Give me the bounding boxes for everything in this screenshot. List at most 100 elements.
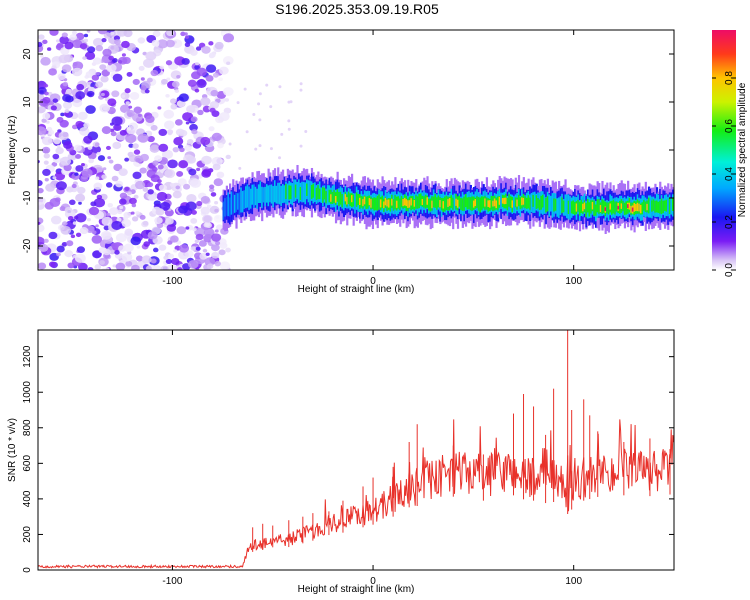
track-cell <box>513 195 516 213</box>
track-cell <box>265 184 269 203</box>
track-cell <box>301 181 304 203</box>
noise-blob <box>56 252 61 257</box>
noise-blob <box>192 227 197 232</box>
noise-blob <box>135 255 144 262</box>
noise-blob <box>38 243 49 252</box>
noise-blob <box>147 135 155 143</box>
noise-blob <box>83 135 93 144</box>
track-cell <box>516 199 519 207</box>
noise-blob <box>209 101 220 109</box>
noise-blob <box>117 209 123 215</box>
track-cell <box>503 197 506 205</box>
noise-blob <box>38 41 43 48</box>
noise-blob <box>134 155 144 163</box>
track-cell <box>288 185 291 200</box>
track-cell <box>411 196 415 210</box>
x-tick-label: 0 <box>370 576 376 587</box>
snr-series <box>38 330 674 569</box>
noise-blob <box>112 264 117 268</box>
noise-blob <box>60 112 65 117</box>
track-cell <box>501 198 505 204</box>
noise-blob <box>135 180 146 190</box>
track-cell <box>331 191 334 204</box>
noise-blob <box>131 203 137 208</box>
track-cell <box>617 205 620 210</box>
noise-blob <box>38 34 45 40</box>
track-cell <box>667 196 670 217</box>
noise-blob <box>81 163 85 167</box>
track-cell <box>464 193 468 208</box>
track-cell <box>569 195 572 220</box>
noise-blob <box>87 267 94 270</box>
noise-blob <box>125 133 137 144</box>
noise-blob <box>200 196 210 204</box>
noise-blob <box>164 169 176 179</box>
track-cell <box>395 200 399 208</box>
noise-blob <box>205 252 210 256</box>
track-cell <box>646 203 649 211</box>
noise-blob <box>170 235 179 243</box>
noise-blob <box>107 156 112 160</box>
track-cell <box>386 199 389 207</box>
noise-blob <box>56 42 64 49</box>
track-cell <box>649 195 652 218</box>
track-cell <box>548 194 551 217</box>
noise-blob <box>211 251 220 259</box>
noise-blob <box>167 131 172 136</box>
noise-blob <box>78 201 82 205</box>
noise-blob <box>129 92 140 100</box>
track-cell <box>370 199 373 208</box>
track-cell <box>418 194 421 209</box>
track-cell <box>564 194 567 216</box>
track-cell <box>665 199 668 212</box>
track-cell <box>511 200 514 208</box>
track-cell <box>453 193 456 212</box>
noise-blob <box>115 262 126 270</box>
track-cell <box>670 198 673 215</box>
track-cell <box>376 195 379 211</box>
noise-blob <box>62 94 72 102</box>
track-cell <box>619 200 622 214</box>
noise-blob <box>158 244 167 251</box>
noise-blob <box>169 182 175 187</box>
x-tick-label: 100 <box>565 576 582 587</box>
track-cell <box>647 197 651 214</box>
noise-blob <box>79 43 88 50</box>
noise-blob <box>94 142 100 147</box>
noise-blob <box>157 106 162 110</box>
noise-blob <box>209 107 216 113</box>
noise-blob <box>132 78 140 85</box>
noise-blob <box>158 128 168 137</box>
x-tick-label: -100 <box>162 576 182 587</box>
noise-blob <box>190 246 197 251</box>
track-cell <box>248 186 251 211</box>
x-tick-label: 0 <box>370 276 376 287</box>
noise-blob <box>218 66 229 75</box>
noise-blob <box>212 163 221 171</box>
track-cell <box>521 197 524 206</box>
noise-dot <box>280 132 284 136</box>
track-cell <box>628 202 631 210</box>
noise-blob <box>101 38 107 43</box>
track-cell <box>270 184 273 204</box>
noise-blob <box>152 166 158 172</box>
track-cell <box>498 196 501 205</box>
track-cell <box>471 196 474 211</box>
track-cell <box>307 180 310 203</box>
track-cell <box>599 205 602 212</box>
noise-blob <box>102 167 107 171</box>
noise-dot <box>299 88 303 92</box>
noise-blob <box>38 262 47 270</box>
noise-blob <box>164 208 174 217</box>
noise-blob <box>41 146 51 154</box>
noise-blob <box>46 126 53 132</box>
track-cell <box>229 197 232 217</box>
noise-blob <box>198 240 207 247</box>
noise-blob <box>159 65 165 70</box>
track-cell <box>317 185 320 200</box>
track-cell <box>500 192 503 210</box>
noise-blob <box>45 183 56 192</box>
noise-blob <box>178 93 189 102</box>
track-cell <box>445 195 448 211</box>
noise-blob <box>202 248 208 253</box>
